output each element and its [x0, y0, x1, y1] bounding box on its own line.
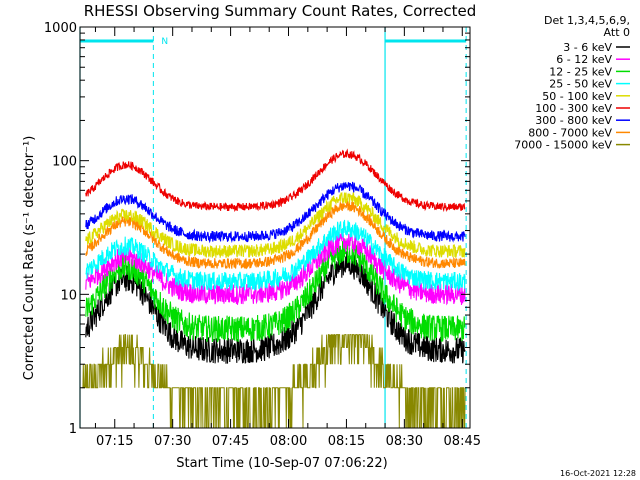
legend-label-6: 300 - 800 keV [535, 114, 612, 127]
series-line-8 [81, 334, 466, 429]
series-line-2 [85, 238, 466, 343]
legend-label-8: 7000 - 15000 keV [514, 139, 612, 152]
x-tick-label-4: 08:15 [328, 434, 365, 449]
flag-marker-label: N [161, 37, 168, 47]
x-tick-label-2: 07:45 [212, 434, 249, 449]
legend-header-1: Det 1,3,4,5,6,9, [544, 14, 630, 27]
legend-label-4: 50 - 100 keV [542, 90, 612, 103]
legend-label-1: 6 - 12 keV [556, 53, 612, 66]
legend-label-7: 800 - 7000 keV [528, 126, 612, 139]
y-axis-label: Corrected Count Rate (s⁻¹ detector⁻¹) [22, 136, 37, 381]
x-tick-label-0: 07:15 [96, 434, 133, 449]
legend-label-2: 12 - 25 keV [549, 65, 612, 78]
x-axis-label: Start Time (10-Sep-07 07:06:22) [176, 456, 387, 471]
y-tick-label-2: 100 [52, 155, 77, 170]
series-line-5 [85, 148, 466, 213]
series-line-4 [85, 192, 466, 258]
legend-label-3: 25 - 50 keV [549, 78, 612, 91]
legend-header-2: Att 0 [604, 26, 630, 39]
series-layer [81, 148, 466, 429]
series-line-7 [85, 200, 466, 270]
y-tick-label-3: 1000 [44, 21, 77, 36]
legend-label-5: 100 - 300 keV [535, 102, 612, 115]
y-tick-label-1: 10 [60, 288, 77, 303]
plot-frame [79, 26, 471, 429]
x-tick-label-3: 08:00 [270, 434, 307, 449]
x-tick-label-5: 08:30 [386, 434, 423, 449]
timestamp: 16-Oct-2021 12:28 [560, 469, 636, 478]
legend-label-0: 3 - 6 keV [563, 41, 612, 54]
series-line-6 [85, 181, 466, 244]
series-line-0 [85, 251, 466, 364]
tick-layer: 1 10 100 1000 07:15 07:30 07:45 08:00 08:15 08:30… [44, 21, 481, 449]
series-line-3 [85, 219, 466, 291]
series-line-1 [85, 231, 466, 306]
y-tick-label-0: 1 [69, 422, 77, 437]
x-tick-label-1: 07:30 [154, 434, 191, 449]
chart-title: RHESSI Observing Summary Count Rates, Co… [84, 2, 477, 20]
x-tick-label-6: 08:45 [444, 434, 481, 449]
